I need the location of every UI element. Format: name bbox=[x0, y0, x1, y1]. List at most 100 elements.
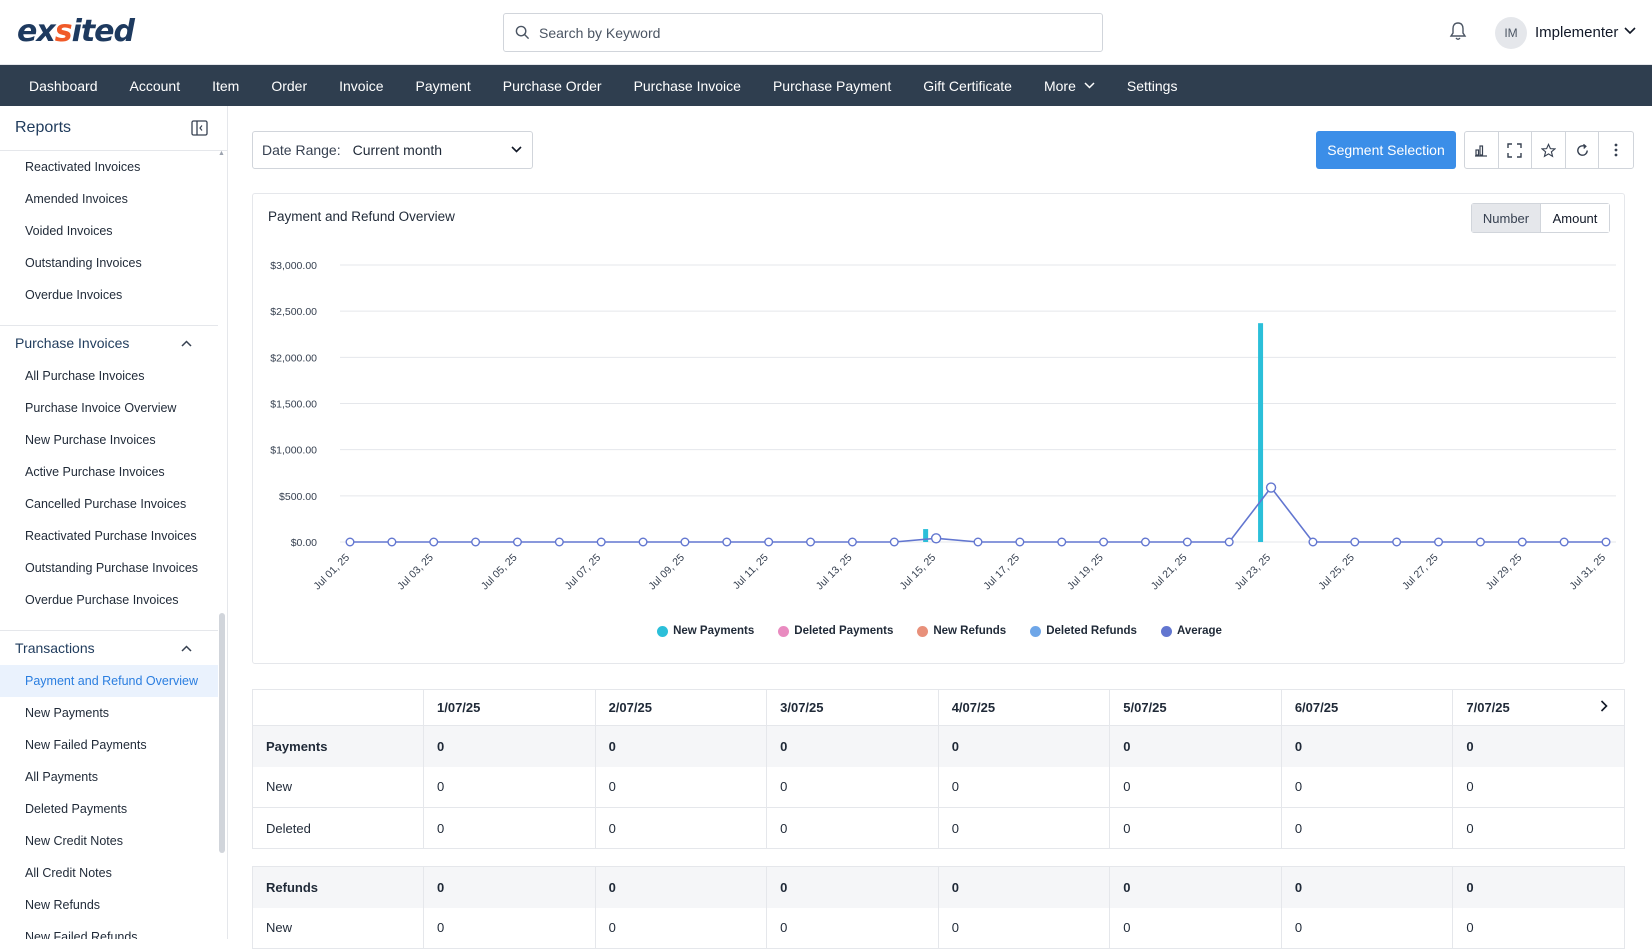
x-tick-label: Jul 13, 25 bbox=[814, 552, 855, 593]
chevron-up-icon bbox=[181, 339, 192, 347]
sidebar-item-new-refunds[interactable]: New Refunds bbox=[25, 898, 101, 912]
bell-icon[interactable] bbox=[1449, 21, 1467, 41]
sidebar-item-new-failed-payments[interactable]: New Failed Payments bbox=[25, 738, 147, 752]
sidebar-group-label: Purchase Invoices bbox=[15, 335, 130, 351]
x-tick-label: Jul 15, 25 bbox=[898, 552, 939, 593]
sidebar-item-amended-invoices[interactable]: Amended Invoices bbox=[25, 192, 128, 206]
sidebar-item-purchase-invoice-overview[interactable]: Purchase Invoice Overview bbox=[25, 401, 177, 415]
sidebar-item-new-purchase-invoices[interactable]: New Purchase Invoices bbox=[25, 433, 156, 447]
more-options-button[interactable] bbox=[1599, 132, 1633, 168]
nav-account[interactable]: Account bbox=[129, 77, 181, 94]
sidebar-item-new-failed-refunds[interactable]: New Failed Refunds bbox=[25, 930, 138, 939]
refunds-table: Refunds 0 0 0 0 0 0 0 New 0 0 0 0 0 0 0 bbox=[252, 866, 1625, 949]
table-cell: 0 bbox=[423, 766, 596, 808]
sidebar-item-reactivated-purchase-invoices[interactable]: Reactivated Purchase Invoices bbox=[25, 529, 197, 543]
nav-order[interactable]: Order bbox=[271, 77, 308, 94]
bar-chart-icon bbox=[1475, 145, 1488, 157]
sidebar-item-new-credit-notes[interactable]: New Credit Notes bbox=[25, 834, 123, 848]
avatar[interactable]: IM bbox=[1495, 17, 1527, 49]
average-point bbox=[1140, 537, 1150, 547]
sidebar-item-voided-invoices[interactable]: Voided Invoices bbox=[25, 224, 113, 238]
toggle-amount[interactable]: Amount bbox=[1541, 204, 1609, 232]
sidebar-item-overdue-invoices[interactable]: Overdue Invoices bbox=[25, 288, 123, 302]
table-cell: 0 bbox=[1109, 866, 1282, 908]
sidebar-item-active-purchase-invoices[interactable]: Active Purchase Invoices bbox=[25, 465, 165, 479]
chart-type-button[interactable] bbox=[1465, 132, 1499, 168]
nav-item[interactable]: Item bbox=[212, 77, 240, 94]
sidebar-item-payment-and-refund-overview[interactable]: Payment and Refund Overview bbox=[0, 665, 218, 697]
average-point bbox=[1182, 537, 1192, 547]
table-cell: 0 bbox=[595, 907, 768, 949]
sidebar-item-all-credit-notes[interactable]: All Credit Notes bbox=[25, 866, 112, 880]
table-cell: 0 bbox=[1452, 766, 1625, 808]
average-point bbox=[387, 537, 397, 547]
sidebar-item-deleted-payments[interactable]: Deleted Payments bbox=[25, 802, 128, 816]
legend-label: Deleted Refunds bbox=[1046, 625, 1137, 637]
table-header-cell: 1/07/25 bbox=[423, 689, 596, 726]
legend-new-payments[interactable]: New Payments bbox=[657, 625, 754, 637]
sidebar-list: Reactivated Invoices Amended Invoices Vo… bbox=[0, 151, 218, 939]
user-name[interactable]: Implementer bbox=[1535, 24, 1619, 41]
x-tick-label: Jul 01, 25 bbox=[311, 552, 352, 593]
sidebar-item-outstanding-purchase-invoices[interactable]: Outstanding Purchase Invoices bbox=[25, 561, 199, 575]
legend-deleted-payments[interactable]: Deleted Payments bbox=[778, 625, 893, 637]
table-cell: New bbox=[252, 907, 424, 949]
x-tick-label: Jul 23, 25 bbox=[1232, 552, 1273, 593]
chevron-right-icon[interactable] bbox=[1600, 700, 1608, 712]
sidebar-item-cancelled-purchase-invoices[interactable]: Cancelled Purchase Invoices bbox=[25, 497, 187, 511]
sidebar-item-new-payments[interactable]: New Payments bbox=[25, 706, 110, 720]
x-tick-label: Jul 07, 25 bbox=[563, 552, 604, 593]
chart-action-bar bbox=[1464, 131, 1634, 169]
fullscreen-button[interactable] bbox=[1499, 132, 1533, 168]
legend-average[interactable]: Average bbox=[1160, 625, 1222, 637]
refresh-icon bbox=[1576, 143, 1588, 156]
sidebar-item-overdue-purchase-invoices[interactable]: Overdue Purchase Invoices bbox=[25, 593, 179, 607]
table-group-row: Payments 0 0 0 0 0 0 0 bbox=[252, 725, 1625, 767]
table-row: New 0 0 0 0 0 0 0 bbox=[252, 766, 1625, 808]
sidebar-group-label: Transactions bbox=[15, 640, 95, 656]
nav-purchase-payment[interactable]: Purchase Payment bbox=[772, 77, 892, 94]
nav-more[interactable]: More bbox=[1028, 65, 1111, 106]
table-header-cell: 2/07/25 bbox=[595, 689, 768, 726]
sidebar-group-transactions[interactable]: Transactions bbox=[0, 630, 218, 665]
average-point bbox=[1434, 537, 1444, 547]
nav-purchase-invoice[interactable]: Purchase Invoice bbox=[633, 77, 741, 94]
nav-purchase-order[interactable]: Purchase Order bbox=[502, 77, 602, 94]
nav-invoice[interactable]: Invoice bbox=[339, 77, 384, 94]
segment-selection-button[interactable]: Segment Selection bbox=[1316, 131, 1456, 169]
chevron-down-icon bbox=[511, 146, 522, 153]
favourite-button[interactable] bbox=[1532, 132, 1566, 168]
sidebar-item-all-purchase-invoices[interactable]: All Purchase Invoices bbox=[25, 369, 145, 383]
legend-label: Deleted Payments bbox=[794, 625, 894, 637]
nav-settings[interactable]: Settings bbox=[1126, 77, 1178, 94]
legend-dot bbox=[917, 625, 929, 637]
table-cell: 0 bbox=[766, 766, 939, 808]
chart-card: Payment and Refund Overview Number Amoun… bbox=[252, 193, 1625, 664]
sidebar-collapse-icon[interactable] bbox=[191, 120, 208, 136]
table-cell: New bbox=[252, 766, 424, 808]
toggle-number[interactable]: Number bbox=[1472, 204, 1541, 232]
refresh-button[interactable] bbox=[1566, 132, 1600, 168]
table-cell: Deleted bbox=[252, 807, 424, 849]
table-cell: 0 bbox=[595, 807, 768, 849]
search-box[interactable] bbox=[503, 13, 1103, 52]
sidebar-item-outstanding-invoices[interactable]: Outstanding Invoices bbox=[25, 256, 142, 270]
nav-gift-certificate[interactable]: Gift Certificate bbox=[923, 77, 1012, 94]
table-header-cell: 3/07/25 bbox=[766, 689, 939, 726]
legend-deleted-refunds[interactable]: Deleted Refunds bbox=[1030, 625, 1137, 637]
average-point bbox=[1057, 537, 1067, 547]
legend-new-refunds[interactable]: New Refunds bbox=[917, 625, 1006, 637]
exsited-logo[interactable]: exsited bbox=[17, 14, 135, 49]
x-tick-label: Jul 03, 25 bbox=[395, 552, 436, 593]
date-range-select[interactable]: Date Range: Current month bbox=[252, 131, 533, 169]
nav-dashboard[interactable]: Dashboard bbox=[29, 77, 98, 94]
search-input[interactable] bbox=[539, 24, 1079, 41]
sidebar-scrollbar[interactable] bbox=[219, 613, 225, 853]
sidebar-item-all-payments[interactable]: All Payments bbox=[25, 770, 98, 784]
average-point bbox=[596, 537, 606, 547]
chevron-down-icon[interactable] bbox=[1624, 27, 1636, 35]
scroll-up-icon[interactable]: ▲ bbox=[218, 150, 225, 157]
sidebar-group-purchase-invoices[interactable]: Purchase Invoices bbox=[0, 325, 218, 360]
nav-payment[interactable]: Payment bbox=[415, 77, 471, 94]
sidebar-item-reactivated-invoices[interactable]: Reactivated Invoices bbox=[25, 160, 141, 174]
